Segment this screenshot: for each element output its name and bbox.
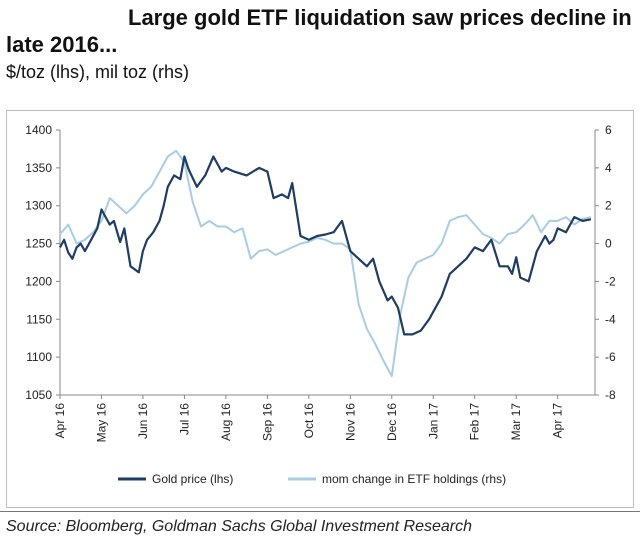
- right-tick-label: -8: [605, 388, 616, 402]
- left-tick-label: 1300: [25, 199, 52, 213]
- chart-svg: 1050 1100 1150 1200 1250 1300 1350 1400 -8 -6 -4 -2…: [25, 123, 616, 486]
- x-tick-label: Mar 17: [509, 403, 523, 441]
- right-tick-label: 0: [605, 237, 612, 251]
- x-tick-label: Feb 17: [468, 403, 482, 441]
- x-tick-label: Dec 16: [385, 403, 399, 441]
- chart-subtitle: $/toz (lhs), mil toz (rhs): [6, 62, 190, 82]
- legend-label-etf: mom change in ETF holdings (rhs): [322, 472, 506, 486]
- x-tick-label: Oct 16: [302, 403, 316, 439]
- left-tick-label: 1200: [25, 274, 52, 288]
- legend-label-gold: Gold price (lhs): [152, 472, 233, 486]
- source-note: Source: Bloomberg, Goldman Sachs Global …: [6, 518, 473, 535]
- left-tick-label: 1350: [25, 161, 52, 175]
- x-tick-label: Nov 16: [343, 403, 357, 441]
- etf-holdings-line: [59, 149, 592, 378]
- right-tick-label: 4: [605, 161, 612, 175]
- x-tick-label: Aug 16: [219, 403, 233, 441]
- x-tick-label: Apr 16: [53, 403, 67, 439]
- right-tick-label: -4: [605, 312, 616, 326]
- left-tick-label: 1150: [26, 312, 52, 326]
- gold-price-line: [59, 155, 592, 336]
- left-tick-label: 1100: [26, 350, 52, 364]
- divider: [0, 511, 640, 512]
- left-tick-label: 1050: [25, 388, 52, 402]
- x-tick-label: Sep 16: [260, 403, 274, 441]
- x-tick-label: Jan 17: [426, 403, 440, 439]
- x-tick-label: Apr 17: [551, 403, 565, 439]
- x-tick-label: Jul 16: [177, 403, 191, 435]
- left-tick-label: 1250: [25, 237, 52, 251]
- chart-frame: [6, 110, 634, 508]
- right-tick-label: 6: [605, 123, 612, 137]
- chart-title: Large gold ETF liquidation saw prices de…: [6, 5, 632, 57]
- right-tick-label: -6: [605, 350, 616, 364]
- left-tick-label: 1400: [25, 123, 52, 137]
- right-tick-label: 2: [605, 199, 612, 213]
- x-tick-label: Jun 16: [136, 403, 150, 439]
- x-tick-label: May 16: [94, 403, 108, 443]
- right-tick-label: -2: [605, 274, 616, 288]
